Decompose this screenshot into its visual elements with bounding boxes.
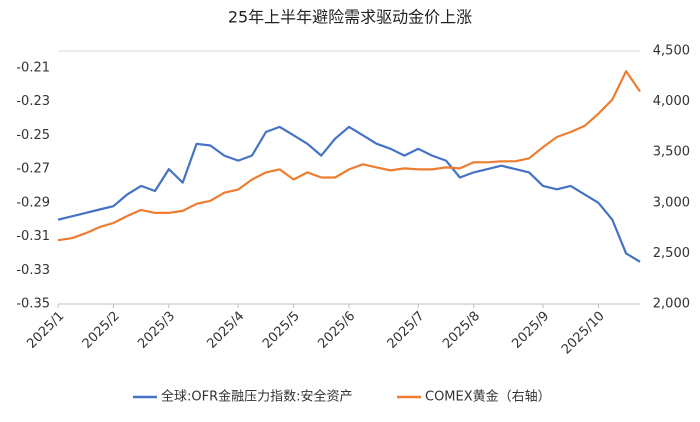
x-tick-label: 2025/4 <box>204 309 247 352</box>
y2-tick-label: 3,500 <box>653 145 690 160</box>
y-tick-label: -0.31 <box>16 229 50 244</box>
y2-tick-label: 4,000 <box>653 94 690 109</box>
x-tick-label: 2025/9 <box>509 309 552 352</box>
y-tick-label: -0.21 <box>16 60 50 75</box>
legend-label: 全球:OFR金融压力指数:安全资产 <box>161 389 353 405</box>
x-tick-label: 2025/8 <box>440 309 483 352</box>
series-line <box>57 125 641 263</box>
x-tick-label: 2025/2 <box>80 309 123 352</box>
legend-label: COMEX黄金（右轴） <box>425 389 551 405</box>
y2-tick-label: 2,000 <box>653 297 690 312</box>
y-tick-label: -0.29 <box>16 195 50 210</box>
x-tick-label: 2025/5 <box>260 309 303 352</box>
y-tick-label: -0.25 <box>16 128 50 143</box>
x-tick-label: 2025/6 <box>315 309 358 352</box>
x-tick-label: 2025/1 <box>24 309 67 352</box>
x-tick-label: 2025/3 <box>135 309 178 352</box>
y2-tick-label: 3,000 <box>653 195 690 210</box>
y-tick-label: -0.27 <box>16 162 50 177</box>
x-tick-label: 2025/7 <box>385 309 428 352</box>
y-tick-label: -0.23 <box>16 94 50 109</box>
y-tick-label: -0.35 <box>16 297 50 312</box>
y-tick-label: -0.33 <box>16 263 50 278</box>
chart-title: 25年上半年避险需求驱动金价上涨 <box>228 8 472 27</box>
x-tick-label: 2025/10 <box>559 309 608 358</box>
y2-tick-label: 4,500 <box>653 44 690 59</box>
series-line <box>57 70 641 242</box>
y2-tick-label: 2,500 <box>653 246 690 261</box>
